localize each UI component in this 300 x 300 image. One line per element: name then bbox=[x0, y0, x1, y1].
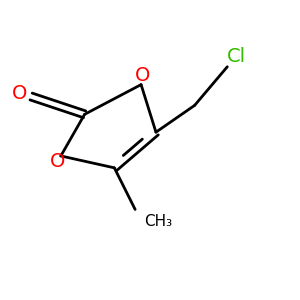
Text: O: O bbox=[11, 84, 27, 103]
Text: O: O bbox=[135, 66, 150, 85]
Text: Cl: Cl bbox=[226, 47, 246, 66]
Text: CH₃: CH₃ bbox=[144, 214, 172, 229]
Text: O: O bbox=[50, 152, 65, 171]
